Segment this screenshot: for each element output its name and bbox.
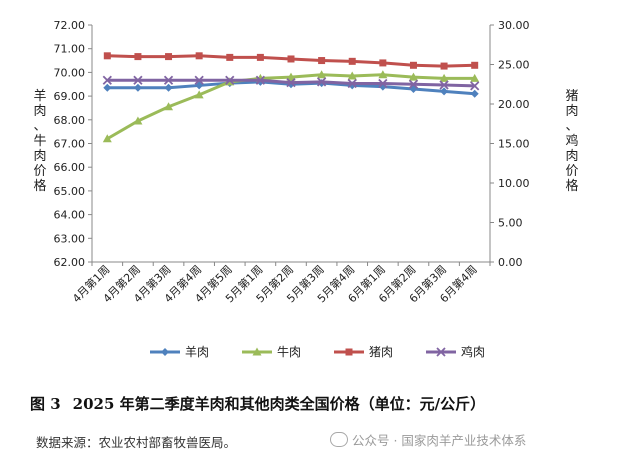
figure-caption: 图 3 2025 年第二季度羊肉和其他肉类全国价格（单位：元/公斤） (30, 393, 620, 414)
data-point-square (379, 59, 387, 67)
left-axis-title-char: 、 (33, 119, 46, 134)
left-tick-label: 68.00 (54, 114, 86, 127)
data-point-triangle (378, 70, 388, 79)
right-axis-title-char: 鸡 (565, 133, 578, 149)
legend-marker (436, 347, 446, 357)
data-point-square (195, 52, 203, 60)
left-tick-label: 62.00 (54, 256, 86, 269)
right-tick-label: 25.00 (498, 59, 530, 72)
right-axis-title-char: 、 (565, 119, 578, 134)
data-point-diamond (133, 83, 142, 92)
data-point-triangle (133, 116, 143, 125)
data-point-diamond (164, 83, 173, 92)
left-tick-label: 65.00 (54, 185, 86, 198)
data-point-x (133, 75, 143, 85)
data-point-x (408, 79, 419, 89)
right-tick-label: 0.00 (498, 256, 523, 269)
left-axis-title-char: 肉 (33, 104, 46, 119)
legend-label: 羊肉 (185, 344, 209, 359)
data-point-triangle (470, 73, 480, 82)
right-axis-title-char: 猪 (565, 89, 578, 104)
data-point-x (470, 81, 480, 91)
data-point-triangle (347, 71, 357, 80)
left-tick-label: 72.00 (54, 19, 86, 32)
data-point-triangle (164, 102, 174, 111)
right-axis-title-char: 肉 (565, 149, 578, 164)
right-axis-title-char: 格 (565, 178, 578, 194)
data-point-diamond (440, 87, 449, 96)
watermark-text: 公众号 · 国家肉羊产业技术体系 (352, 433, 527, 448)
data-point-square (103, 52, 111, 60)
legend-marker (252, 347, 262, 356)
data-point-x (316, 77, 327, 87)
data-point-x (439, 80, 449, 90)
right-tick-label: 30.00 (498, 19, 530, 32)
left-tick-label: 67.00 (54, 138, 86, 151)
chart-svg: 62.00 63.00 64.00 65.00 66.00 67.00 68.00 69.00… (33, 19, 578, 359)
data-point-square (256, 53, 264, 61)
legend-marker (345, 348, 353, 356)
left-axis-title-char: 牛 (33, 134, 46, 149)
left-tick-label: 70.00 (54, 66, 86, 79)
data-point-square (409, 61, 417, 69)
data-point-x (102, 75, 112, 85)
data-point-square (165, 53, 173, 61)
legend-label: 牛肉 (277, 344, 301, 359)
data-point-triangle (194, 90, 204, 99)
data-point-square (440, 62, 448, 70)
chart: 62.00 63.00 64.00 65.00 66.00 67.00 68.00 69.00… (33, 19, 578, 359)
left-tick-label: 71.00 (54, 43, 86, 56)
right-tick-label: 15.00 (498, 138, 530, 151)
data-point-square (348, 57, 356, 65)
wechat-icon (330, 432, 348, 447)
left-axis-title-char: 肉 (33, 149, 46, 164)
left-tick-label: 69.00 (54, 90, 86, 103)
right-tick-label: 5.00 (498, 217, 523, 230)
data-point-square (226, 53, 234, 61)
data-point-triangle (102, 134, 112, 143)
data-point-x (194, 75, 204, 85)
figure-number: 图 3 (30, 395, 61, 413)
left-axis-title-char: 价 (33, 164, 46, 179)
source-note: 数据来源：农业农村部畜牧兽医局。 (36, 435, 237, 450)
watermark: 公众号 · 国家肉羊产业技术体系 (330, 430, 526, 449)
legend-marker (161, 348, 169, 356)
legend-label: 鸡肉 (461, 344, 485, 359)
data-point-square (318, 57, 326, 65)
data-point-x (378, 78, 388, 89)
data-point-triangle (286, 72, 296, 81)
data-point-x (286, 78, 296, 88)
data-point-x (347, 78, 357, 89)
left-tick-label: 63.00 (54, 232, 86, 245)
data-point-square (134, 53, 142, 61)
data-point-diamond (470, 89, 479, 98)
data-point-x (255, 75, 266, 85)
right-tick-label: 10.00 (498, 177, 530, 190)
figure-title: 2025 年第二季度羊肉和其他肉类全国价格（单位：元/公斤） (72, 395, 486, 413)
data-point-diamond (103, 83, 112, 92)
data-point-x (225, 75, 235, 85)
data-point-square (287, 55, 295, 63)
data-point-x (163, 75, 174, 85)
data-point-triangle (408, 72, 418, 81)
right-tick-label: 20.00 (498, 98, 530, 111)
data-point-triangle (317, 70, 327, 79)
left-axis-title-char: 格 (33, 178, 46, 194)
left-axis-title-char: 羊 (33, 88, 46, 104)
data-point-triangle (439, 73, 449, 82)
legend-label: 猪肉 (369, 345, 393, 359)
left-tick-label: 66.00 (54, 161, 86, 174)
right-axis-title-char: 肉 (565, 104, 578, 119)
data-point-square (471, 61, 479, 69)
right-axis-title-char: 价 (565, 164, 578, 179)
left-tick-label: 64.00 (54, 209, 86, 222)
